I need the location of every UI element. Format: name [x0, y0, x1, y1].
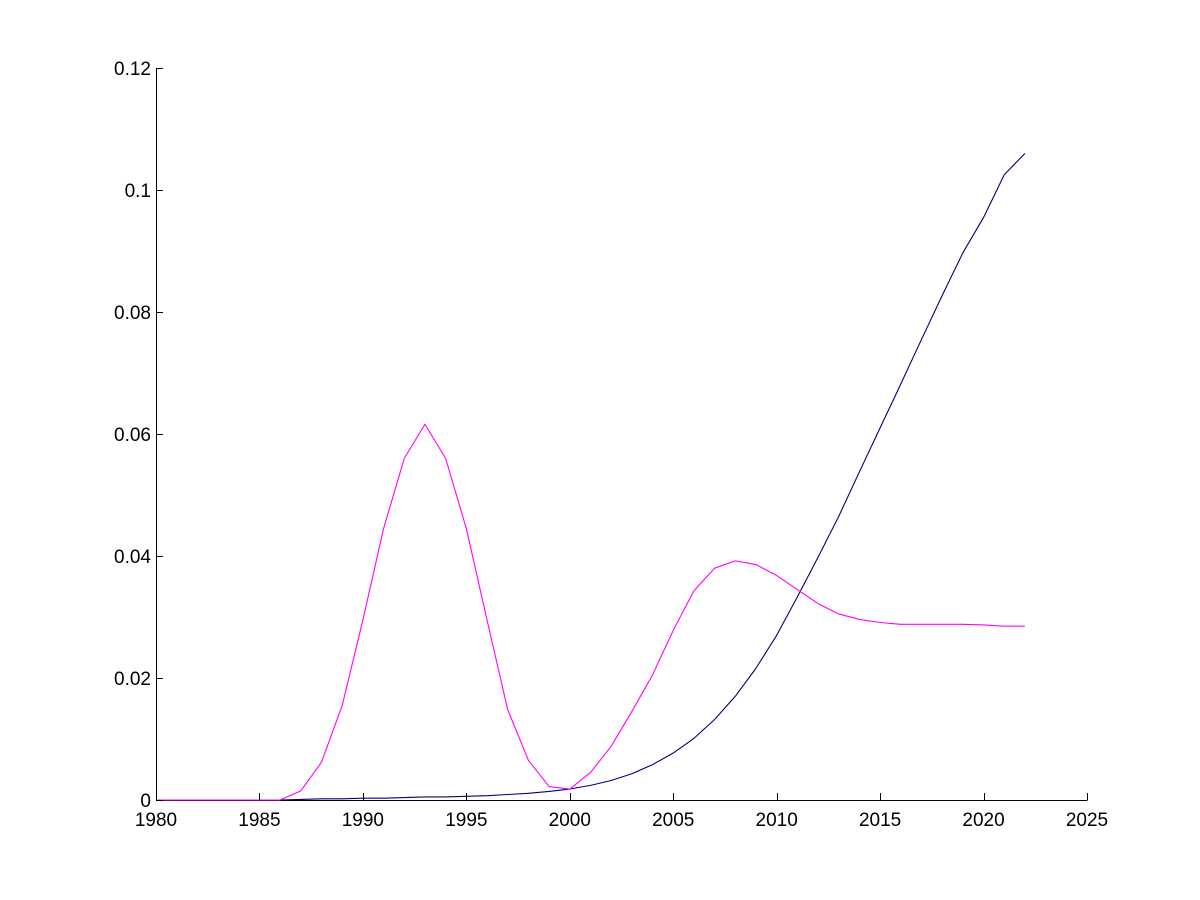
series-line-2	[156, 423, 1025, 801]
y-tick-label: 0.06	[114, 425, 151, 446]
y-tick-label: 0.02	[114, 669, 151, 690]
y-tick-label: 0.12	[114, 59, 151, 80]
x-tick-label: 2020	[962, 810, 1004, 831]
y-tick-label: 0.08	[114, 303, 151, 324]
y-tick-label: 0	[140, 791, 151, 812]
x-tick-label: 2000	[549, 810, 591, 831]
x-tick-label: 2025	[1066, 810, 1108, 831]
y-axis-ticks: 0 0.02 0.04 0.06 0.08 0.1 0.12	[114, 59, 163, 812]
x-tick-label: 2005	[652, 810, 694, 831]
y-tick-label: 0.1	[125, 181, 151, 202]
x-axis-ticks: 1980 1985 1990 1995 2000 2005 2010 2015 2020 2025	[135, 793, 1108, 831]
x-tick-label: 1985	[238, 810, 280, 831]
x-tick-label: 1980	[135, 810, 177, 831]
y-tick-label: 0.04	[114, 547, 151, 568]
series-layer	[156, 153, 1026, 801]
axes	[156, 68, 1088, 801]
x-tick-label: 2015	[859, 810, 901, 831]
x-tick-label: 1995	[445, 810, 487, 831]
x-tick-label: 2010	[756, 810, 798, 831]
series-line-1	[156, 153, 1026, 801]
x-tick-label: 1990	[342, 810, 384, 831]
